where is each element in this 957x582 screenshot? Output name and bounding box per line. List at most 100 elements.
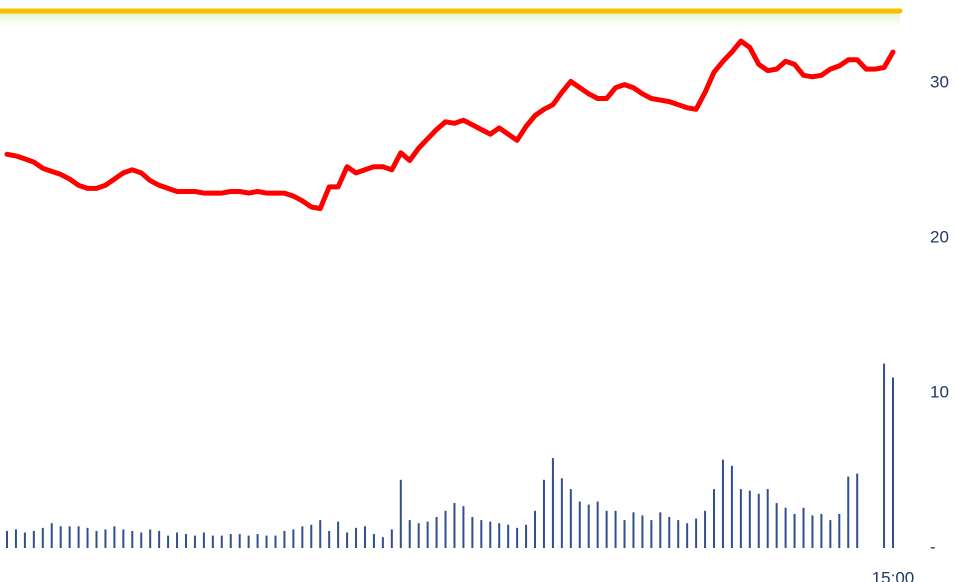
volume-bar [766, 489, 769, 548]
volume-bar [578, 501, 581, 548]
x-tick-label: 15:00 [872, 568, 915, 582]
volume-bar [408, 520, 411, 548]
volume-bar [131, 530, 134, 548]
volume-bar [560, 478, 563, 548]
volume-bar [480, 520, 483, 548]
volume-bar [838, 513, 841, 548]
volume-bar [650, 520, 653, 548]
volume-bar [265, 535, 268, 548]
volume-bar [140, 532, 143, 548]
volume-bar [516, 527, 519, 548]
volume-bar [507, 524, 510, 548]
volume-bar [328, 530, 331, 548]
volume-bar [95, 530, 98, 548]
volume-bar [757, 493, 760, 548]
volume-bar [167, 535, 170, 548]
volume-bar [444, 510, 447, 548]
volume-bar [453, 503, 456, 548]
volume-bar [534, 510, 537, 548]
volume-bar [730, 465, 733, 548]
volume-bar [802, 507, 805, 548]
volume-bar [319, 520, 322, 548]
volume-bar [883, 363, 886, 548]
volume-bar [542, 479, 545, 548]
volume-bar [793, 513, 796, 548]
volume-bar [498, 523, 501, 548]
volume-bar [695, 518, 698, 548]
volume-bar [23, 532, 26, 548]
volume-bar [176, 532, 179, 548]
volume-bar [50, 523, 53, 548]
volume-bar [686, 523, 689, 548]
volume-bar [14, 529, 17, 548]
volume-bar [363, 526, 366, 548]
volume-bar [435, 517, 438, 548]
header-fade [0, 13, 900, 31]
volume-bar [811, 515, 814, 548]
volume-bar [193, 535, 196, 548]
volume-bar [149, 529, 152, 548]
volume-bar [310, 524, 313, 548]
volume-bar [202, 532, 205, 548]
volume-bar [184, 534, 187, 548]
volume-bar [668, 517, 671, 548]
volume-bar [283, 530, 286, 548]
volume-bar [847, 476, 850, 548]
volume-bar [337, 521, 340, 548]
y-tick-label: - [930, 537, 936, 556]
volume-bar [220, 535, 223, 548]
volume-bar [86, 527, 89, 548]
volume-bar [704, 510, 707, 548]
volume-bar [856, 473, 859, 548]
volume-bar [211, 535, 214, 548]
volume-bar [623, 520, 626, 548]
volume-bar [641, 515, 644, 548]
volume-bar [399, 479, 402, 548]
volume-bar [605, 510, 608, 548]
volume-bar [77, 526, 80, 548]
volume-bar [659, 512, 662, 548]
volume-bar [6, 530, 8, 548]
volume-bar [346, 532, 349, 548]
volume-bar [551, 458, 554, 548]
volume-bar [238, 534, 241, 548]
volume-bar [569, 489, 572, 548]
volume-bar [122, 529, 125, 548]
volume-bar [68, 526, 71, 548]
volume-bar [301, 526, 304, 548]
volume-bar [596, 501, 599, 548]
volume-bar [247, 535, 250, 548]
volume-bar [229, 534, 232, 548]
volume-bar [274, 535, 277, 548]
volume-bar [462, 506, 465, 548]
volume-bar [713, 489, 716, 548]
volume-bar [677, 520, 680, 548]
volume-bar [256, 534, 259, 548]
volume-bar [59, 526, 62, 548]
volume-bar [113, 526, 116, 548]
volume-bar [587, 504, 590, 548]
volume-bar [292, 529, 295, 548]
volume-bar [721, 459, 724, 548]
volume-bar [614, 510, 617, 548]
volume-bar [820, 513, 823, 548]
volume-bar [525, 524, 528, 548]
volume-bar [632, 512, 635, 548]
volume-bar [32, 530, 35, 548]
volume-bar [355, 527, 358, 548]
volume-bar [390, 529, 393, 548]
volume-bar [41, 527, 44, 548]
volume-bar [381, 537, 384, 548]
y-tick-label: 10 [930, 382, 949, 401]
volume-bar [417, 523, 420, 548]
volume-bar [489, 521, 492, 548]
volume-bar [892, 377, 894, 548]
volume-bar [471, 517, 474, 548]
volume-bar [158, 530, 161, 548]
y-tick-label: 30 [930, 72, 949, 91]
volume-bar [372, 534, 375, 548]
volume-bar [784, 507, 787, 548]
y-tick-label: 20 [930, 227, 949, 246]
